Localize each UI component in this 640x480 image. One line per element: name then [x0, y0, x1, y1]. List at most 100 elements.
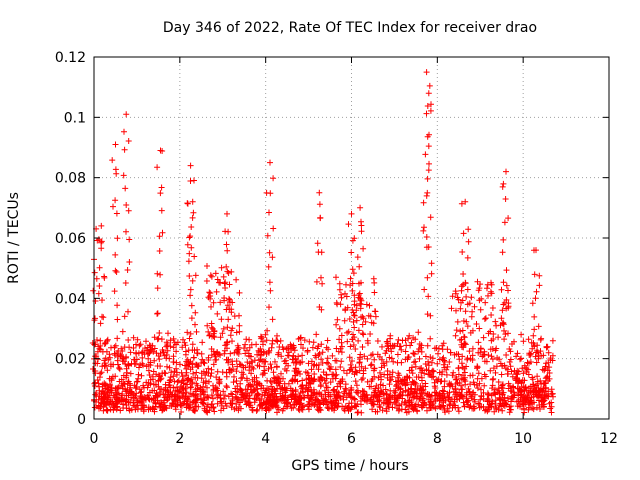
data-point [336, 393, 343, 400]
data-point [453, 327, 460, 334]
data-point [127, 349, 134, 356]
data-point [210, 330, 217, 337]
data-point [531, 271, 538, 278]
data-point [318, 356, 325, 363]
data-point [346, 367, 353, 374]
data-point [530, 406, 537, 413]
data-point [358, 363, 365, 370]
data-point [188, 315, 195, 322]
data-point [325, 360, 332, 367]
data-point [156, 248, 163, 254]
data-point [236, 312, 242, 319]
data-point [227, 400, 234, 407]
data-point [500, 180, 507, 187]
data-point [452, 385, 459, 392]
data-point [200, 383, 207, 390]
data-point [475, 370, 482, 377]
data-point [142, 395, 149, 402]
data-point [150, 381, 157, 388]
data-point [536, 282, 543, 289]
data-point [265, 365, 272, 372]
data-point [134, 336, 141, 343]
data-point [458, 299, 464, 306]
data-point [406, 397, 413, 404]
data-point [343, 370, 350, 377]
data-point [427, 312, 434, 319]
data-point [505, 395, 512, 402]
data-point [498, 371, 505, 378]
data-point [112, 400, 119, 407]
data-point [114, 335, 121, 342]
data-point [233, 368, 240, 375]
data-point [172, 387, 179, 394]
data-point [265, 263, 272, 270]
data-point [544, 393, 551, 399]
data-point [189, 277, 196, 284]
data-point [374, 338, 381, 344]
data-point [136, 364, 142, 371]
data-point [272, 358, 278, 365]
data-point [454, 318, 461, 325]
data-point [171, 378, 178, 385]
data-point [453, 374, 460, 380]
data-point [476, 325, 483, 332]
data-point [187, 286, 194, 293]
data-point [199, 399, 206, 406]
data-point [541, 391, 548, 398]
data-point [247, 402, 254, 409]
data-point [249, 406, 256, 413]
data-point [432, 385, 439, 391]
data-point [386, 381, 393, 388]
data-point [170, 353, 177, 360]
data-point [318, 274, 324, 281]
data-point [274, 338, 281, 345]
data-point [478, 295, 485, 302]
data-point [394, 359, 401, 366]
data-point [340, 393, 347, 399]
data-point [186, 250, 193, 257]
data-point [191, 177, 197, 184]
data-point [460, 318, 467, 324]
data-point [498, 286, 505, 293]
data-point [422, 151, 429, 158]
data-point [236, 328, 243, 335]
data-point [511, 367, 518, 374]
data-point [234, 383, 241, 390]
data-point [154, 285, 161, 292]
data-point [464, 356, 471, 363]
data-point [464, 323, 471, 330]
data-point [301, 337, 308, 344]
data-point [251, 399, 258, 406]
data-point [428, 374, 435, 381]
data-point [243, 336, 250, 343]
data-point [543, 343, 550, 350]
data-point [332, 375, 339, 382]
data-point [387, 387, 394, 394]
data-point [429, 367, 436, 374]
data-point [432, 405, 439, 412]
data-point [356, 367, 363, 374]
data-point [348, 249, 355, 256]
data-point [330, 371, 337, 378]
data-point [164, 347, 171, 354]
data-point [424, 133, 431, 140]
data-point [277, 390, 284, 397]
data-point [350, 342, 357, 348]
data-point [208, 346, 215, 352]
data-point [310, 339, 317, 346]
data-point [443, 371, 450, 378]
data-point [150, 376, 156, 383]
data-point [133, 341, 139, 348]
data-point [465, 226, 472, 233]
data-point [549, 390, 556, 397]
data-point [489, 356, 496, 363]
data-point [515, 398, 522, 404]
data-point [355, 337, 362, 344]
data-point [386, 404, 393, 410]
data-point [206, 332, 213, 339]
data-point [484, 281, 491, 288]
data-point [208, 352, 215, 359]
data-point [269, 316, 276, 323]
data-point [540, 352, 547, 359]
